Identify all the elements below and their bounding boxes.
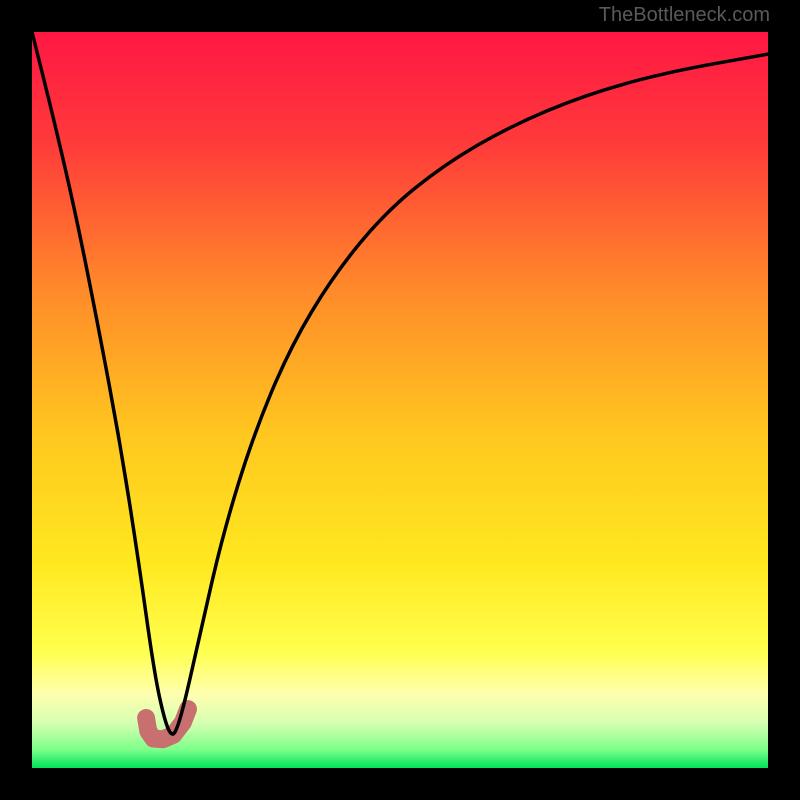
bottleneck-curve — [32, 32, 768, 768]
curve-line — [32, 32, 768, 734]
watermark-text: TheBottleneck.com — [599, 4, 770, 27]
plot-frame — [30, 30, 770, 770]
